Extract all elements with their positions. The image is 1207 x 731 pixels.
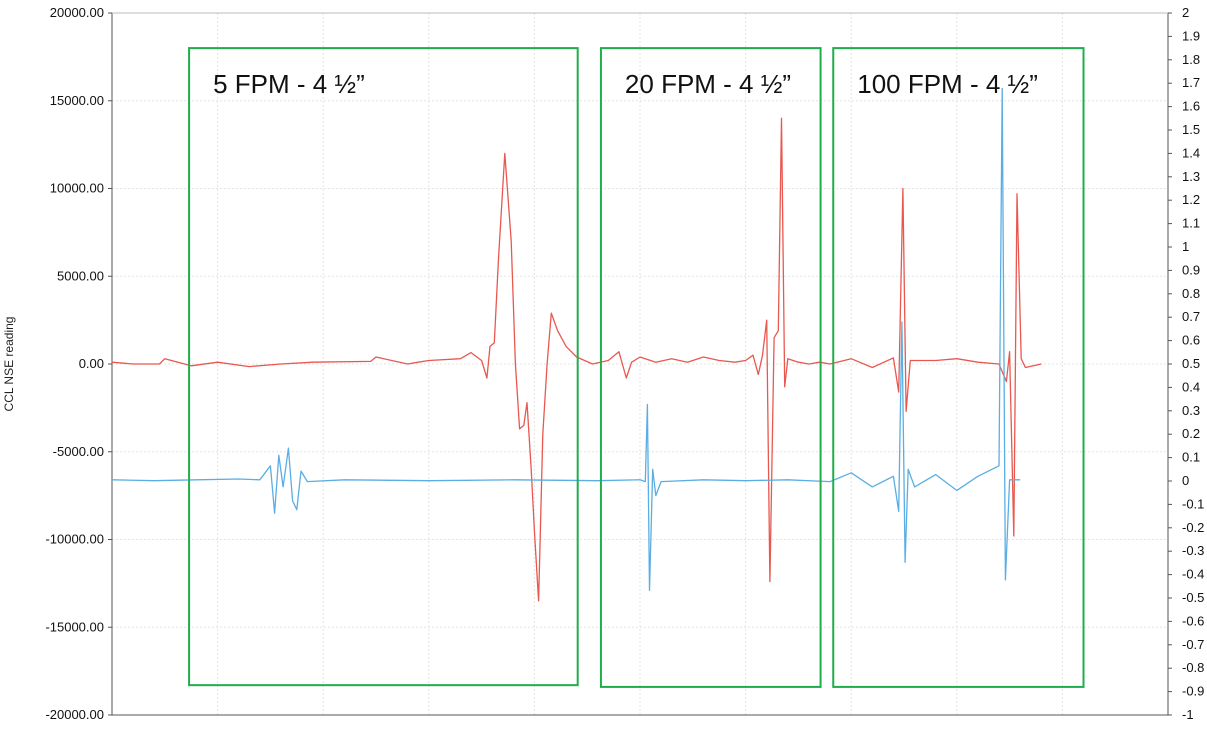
y2-tick-label: -1 (1182, 707, 1194, 722)
series-line-0 (111, 117, 1042, 602)
y-tick-label: 0.00 (79, 356, 104, 371)
y-axis-tick-labels: 20000.00 15000.00 10000.00 5000.00 0.00 -5000… (45, 5, 104, 722)
y2-tick-label: 2 (1182, 5, 1189, 20)
y2-tick-label: 0 (1182, 473, 1189, 488)
y-axis-label: CCL NSE reading (2, 317, 16, 412)
annotation-box-0 (188, 47, 579, 687)
y2-tick-label: 0.9 (1182, 262, 1200, 277)
y-tick-label: 5000.00 (57, 268, 104, 283)
series-lines (111, 87, 1042, 602)
y2-tick-label: 1.6 (1182, 99, 1200, 114)
y2-tick-label: 0.5 (1182, 356, 1200, 371)
y2-tick-label: 0.3 (1182, 403, 1200, 418)
annotation-box-1 (599, 47, 822, 688)
y-tick-label: 10000.00 (50, 181, 104, 196)
y2-tick-label: 1.4 (1182, 145, 1200, 160)
y2-tick-label: 1.9 (1182, 28, 1200, 43)
y2-tick-label: -0.6 (1182, 613, 1204, 628)
annotation-box-2 (832, 47, 1085, 688)
y2-tick-label: 1.2 (1182, 192, 1200, 207)
annotation-box-label-1: 20 FPM - 4 ½” (625, 69, 791, 99)
axes (108, 12, 1172, 716)
y2-tick-label: 0.6 (1182, 333, 1200, 348)
y2-tick-label: 1.1 (1182, 216, 1200, 231)
y2-tick-label: 0.4 (1182, 379, 1200, 394)
y2-tick-label: 0.8 (1182, 286, 1200, 301)
y2-tick-label: -0.1 (1182, 496, 1204, 511)
y2-tick-label: 0.7 (1182, 309, 1200, 324)
y2-tick-label: 0.1 (1182, 450, 1200, 465)
series-line-1 (111, 87, 1021, 592)
y2-tick-label: -0.3 (1182, 543, 1204, 558)
y2-tick-label: -0.2 (1182, 520, 1204, 535)
y-tick-label: -15000.00 (45, 619, 104, 634)
y-tick-label: -20000.00 (45, 707, 104, 722)
y2-tick-label: 1.7 (1182, 75, 1200, 90)
y2-tick-label: 0.2 (1182, 426, 1200, 441)
y2-tick-label: 1.5 (1182, 122, 1200, 137)
y2-tick-label: -0.5 (1182, 590, 1204, 605)
y2-axis-tick-labels: 2 1.9 1.8 1.7 1.6 1.5 1.4 1.3 1.2 1.1 1 0.9 0.8 0.7 0.… (1182, 5, 1204, 722)
y2-tick-label: -0.9 (1182, 684, 1204, 699)
y2-tick-label: 1.3 (1182, 169, 1200, 184)
y-tick-label: -5000.00 (53, 444, 104, 459)
annotation-boxes: 5 FPM - 4 ½” 20 FPM - 4 ½” 100 FPM - 4 ½” (188, 47, 1085, 688)
y2-tick-label: -0.7 (1182, 637, 1204, 652)
y-tick-label: 20000.00 (50, 5, 104, 20)
y2-tick-label: 1.8 (1182, 52, 1200, 67)
annotation-box-label-2: 100 FPM - 4 ½” (857, 69, 1038, 99)
y2-tick-label: -0.4 (1182, 567, 1204, 582)
y-tick-label: -10000.00 (45, 532, 104, 547)
y-tick-label: 15000.00 (50, 93, 104, 108)
y2-tick-label: -0.8 (1182, 660, 1204, 675)
annotation-box-label-0: 5 FPM - 4 ½” (213, 69, 365, 99)
y2-tick-label: 1 (1182, 239, 1189, 254)
